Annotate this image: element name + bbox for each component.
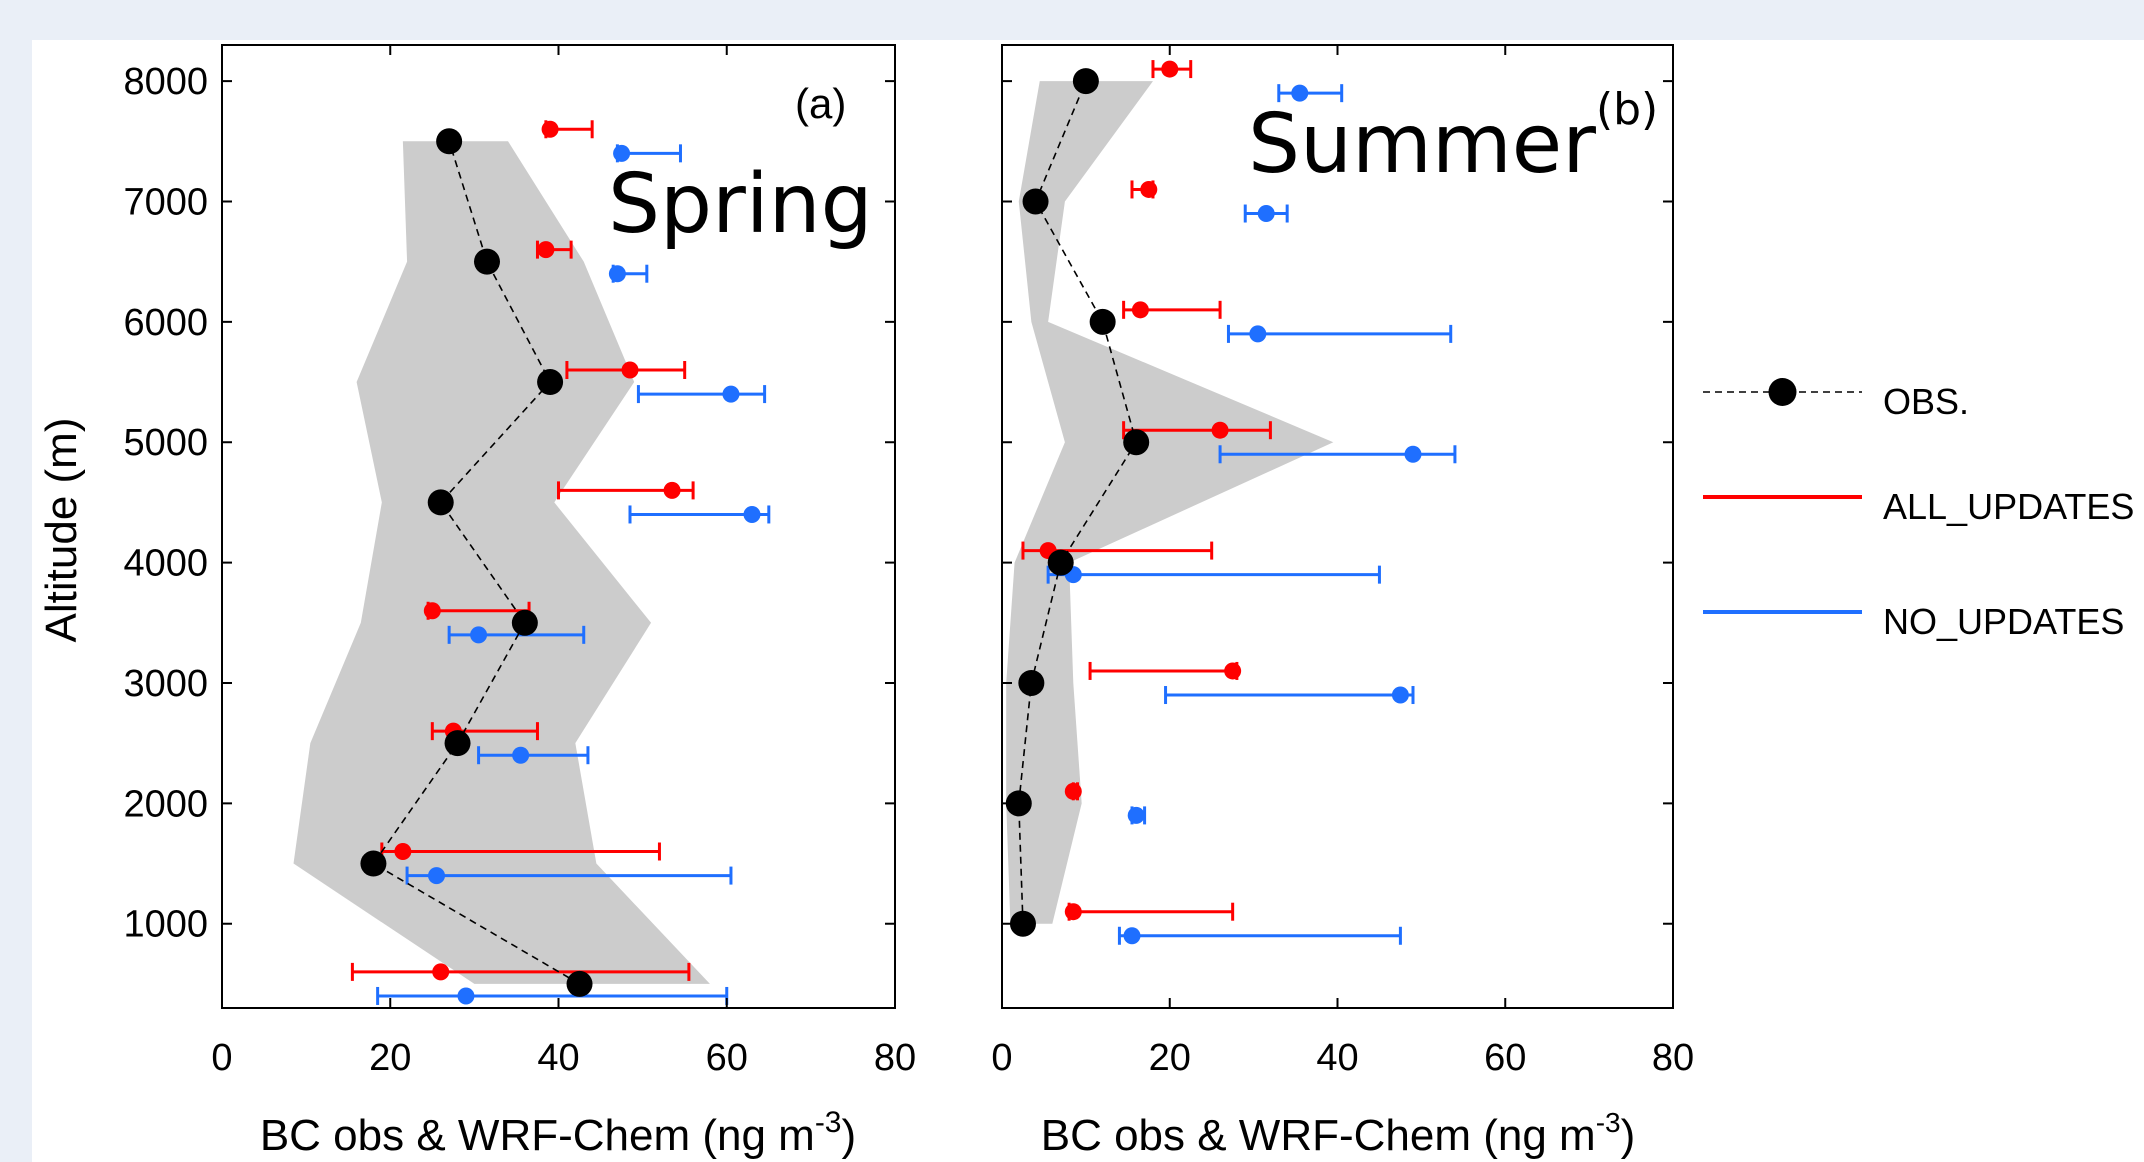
summer-obs-point <box>1089 308 1116 335</box>
spring-y-tick-label: 7000 <box>123 181 208 223</box>
panel-summer: 0 20 40 60 80 Summer(b) BC obs & WRF-Chem (n… <box>991 44 1694 1160</box>
spring-y-tick-label: 6000 <box>123 302 208 344</box>
summer-obs-point <box>1072 68 1099 95</box>
summer-all-updates-series <box>1021 60 1272 921</box>
summer-no-updates-point <box>1391 686 1409 704</box>
spring-y-tick-label: 8000 <box>123 61 208 103</box>
spring-no-updates-point <box>457 987 475 1005</box>
spring-no-updates-point <box>428 867 446 885</box>
summer-all-updates-point <box>1064 903 1082 921</box>
spring-obs-point <box>473 248 500 275</box>
summer-obs-point <box>1018 669 1045 696</box>
summer-x-tick-label: 0 <box>991 1037 1012 1079</box>
spring-obs-point <box>537 369 564 396</box>
y-axis-label: Altitude (m) <box>37 418 86 643</box>
spring-x-tick-label: 0 <box>211 1037 232 1079</box>
spring-obs-point <box>360 850 387 877</box>
summer-no-updates-series <box>1046 84 1457 945</box>
spring-y-tick-label: 5000 <box>123 422 208 464</box>
spring-no-updates-point <box>608 265 626 283</box>
legend-all-label: ALL_UPDATES <box>1883 486 2134 527</box>
spring-all-updates-point <box>663 481 681 499</box>
spring-all-updates-point <box>423 602 441 620</box>
summer-all-updates-point <box>1224 662 1242 680</box>
summer-obs-line <box>1017 80 1138 924</box>
summer-no-updates-point <box>1127 806 1145 824</box>
spring-all-updates-point <box>394 843 412 861</box>
panel-spring: 0 20 40 60 80 1000 2000 3000 4000 5000 6000 7000 800… <box>37 44 916 1160</box>
summer-x-axis-label: BC obs & WRF-Chem (ng m-3) <box>1041 1107 1636 1160</box>
spring-no-updates-point <box>613 144 631 162</box>
spring-x-tick-label: 40 <box>537 1037 579 1079</box>
legend: OBS. ALL_UPDATES NO_UPDATES <box>1703 378 2134 642</box>
spring-y-tick-label: 4000 <box>123 543 208 585</box>
summer-all-updates-point <box>1161 60 1179 78</box>
summer-all-updates-point <box>1131 301 1149 319</box>
spring-all-updates-point <box>432 963 450 981</box>
summer-all-updates-point <box>1211 421 1229 439</box>
summer-x-tick-label: 20 <box>1149 1037 1191 1079</box>
spring-no-updates-point <box>722 385 740 403</box>
summer-obs-point <box>1009 910 1036 937</box>
spring-no-updates-point <box>743 505 761 523</box>
legend-none-label: NO_UPDATES <box>1883 601 2124 642</box>
spring-band-area <box>293 141 710 984</box>
spring-obs-series <box>360 128 593 997</box>
summer-no-updates-point <box>1249 325 1267 343</box>
spring-all-updates-point <box>541 120 559 138</box>
spring-obs-point <box>436 128 463 155</box>
spring-no-updates-point <box>512 746 530 764</box>
spring-x-tick-label: 80 <box>874 1037 916 1079</box>
summer-x-tick-label: 40 <box>1316 1037 1358 1079</box>
summer-all-updates-point <box>1140 180 1158 198</box>
spring-x-tick-label: 60 <box>706 1037 748 1079</box>
spring-panel-label: (a) <box>795 80 846 127</box>
spring-all-updates-point <box>537 241 555 259</box>
spring-obs-point <box>566 970 593 997</box>
summer-all-updates-point <box>1064 782 1082 800</box>
spring-no-updates-series <box>376 144 771 1005</box>
summer-obs-point <box>1047 549 1074 576</box>
legend-obs-marker <box>1768 378 1797 406</box>
spring-all-updates-series <box>350 120 695 981</box>
summer-no-updates-point <box>1123 927 1141 945</box>
summer-no-updates-point <box>1291 84 1309 102</box>
spring-y-tick-label: 1000 <box>123 904 208 946</box>
summer-obs-series <box>1005 68 1150 937</box>
summer-obs-range-band <box>1006 81 1334 924</box>
spring-x-axis-label: BC obs & WRF-Chem (ng m-3) <box>260 1106 856 1160</box>
summer-obs-point <box>1123 429 1150 456</box>
legend-obs-label: OBS. <box>1883 381 1969 422</box>
summer-obs-point <box>1022 188 1049 215</box>
summer-no-updates-point <box>1404 445 1422 463</box>
spring-all-updates-point <box>621 361 639 379</box>
figure-background <box>32 40 2144 1162</box>
summer-x-tick-label: 60 <box>1484 1037 1526 1079</box>
spring-obs-point <box>511 609 538 636</box>
spring-title: Spring <box>608 157 873 252</box>
spring-no-updates-point <box>470 626 488 644</box>
spring-obs-point <box>427 489 454 516</box>
spring-y-tick-label: 3000 <box>123 663 208 705</box>
summer-obs-point <box>1005 790 1032 817</box>
summer-x-tick-label: 80 <box>1652 1037 1694 1079</box>
spring-obs-range-band <box>293 141 710 984</box>
spring-y-tick-label: 2000 <box>123 783 208 825</box>
summer-title: Summer(b) <box>1248 84 1658 192</box>
spring-x-tick-label: 20 <box>369 1037 411 1079</box>
summer-band-area <box>1006 81 1334 924</box>
summer-no-updates-point <box>1257 205 1275 223</box>
spring-obs-point <box>444 730 471 757</box>
